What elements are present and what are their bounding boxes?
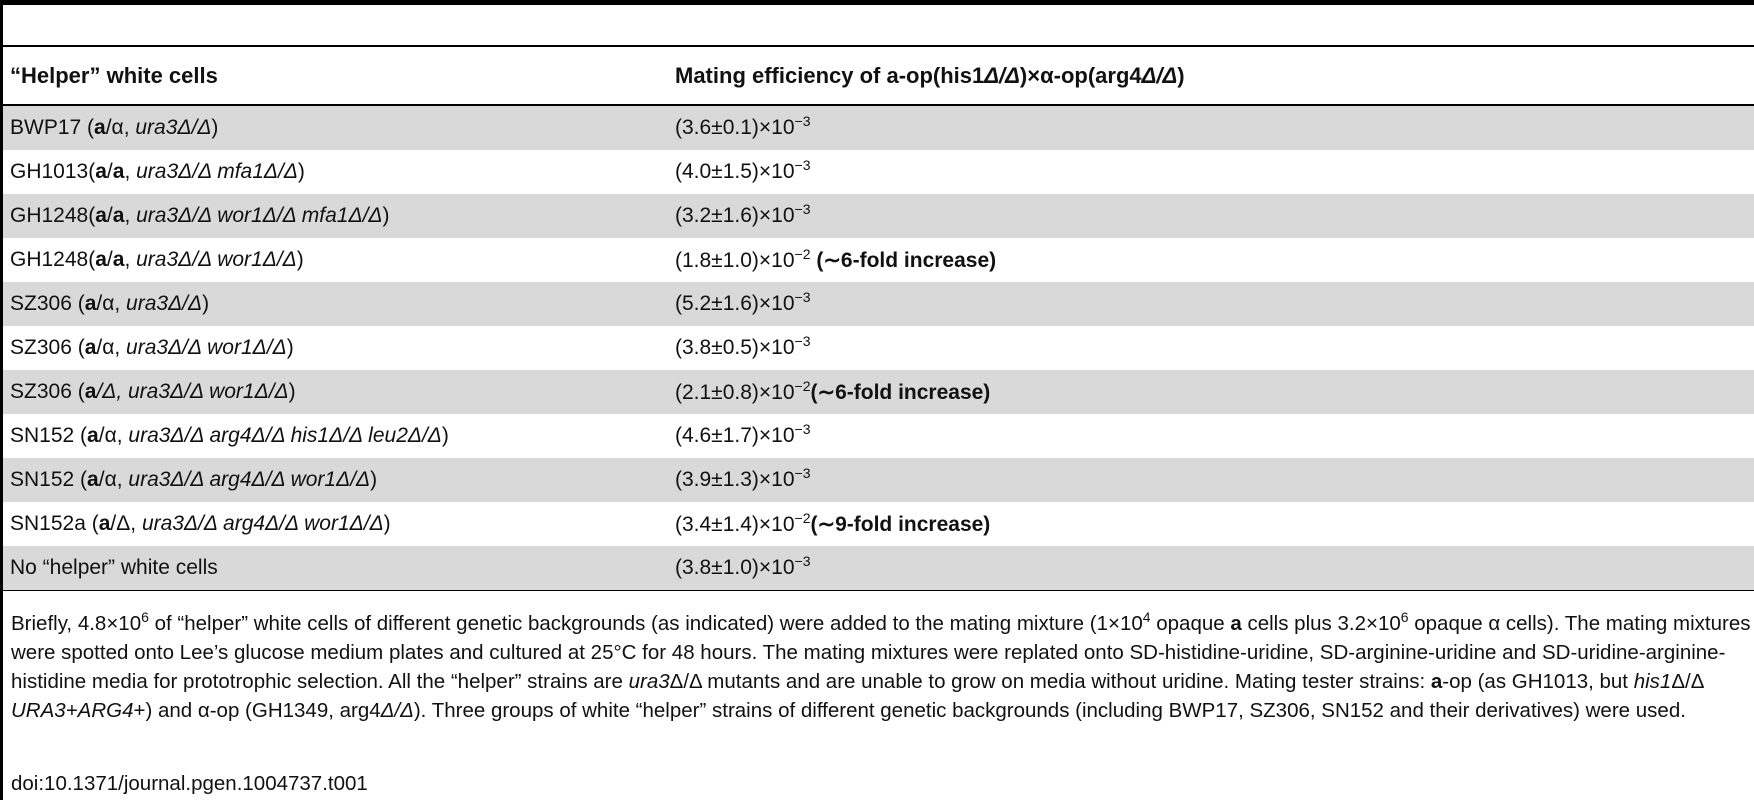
table-footnote: Briefly, 4.8×106 of “helper” white cells… <box>11 609 1751 722</box>
efficiency-cell: (3.8±1.0)×10−3 <box>671 546 1754 591</box>
table-row: SN152 (a/α, ura3Δ/Δ arg4Δ/Δ his1Δ/Δ leu2… <box>3 414 1754 458</box>
doi-line: doi:10.1371/journal.pgen.1004737.t001 <box>11 772 368 795</box>
strain-cell: SN152 (a/α, ura3Δ/Δ arg4Δ/Δ wor1Δ/Δ) <box>3 458 671 502</box>
efficiency-cell: (3.9±1.3)×10−3 <box>671 458 1754 502</box>
table-header-row: “Helper” white cells Mating efficiency o… <box>3 46 1754 106</box>
efficiency-cell: (4.0±1.5)×10−3 <box>675 157 811 183</box>
mating-efficiency-table: “Helper” white cells Mating efficiency o… <box>3 45 1754 591</box>
strain-cell: SN152 (a/α, ura3Δ/Δ arg4Δ/Δ his1Δ/Δ leu2… <box>10 424 449 447</box>
strain-cell: BWP17 (a/α, ura3Δ/Δ) <box>3 105 671 150</box>
strain-cell: SZ306 (a/Δ, ura3Δ/Δ wor1Δ/Δ) <box>3 370 671 414</box>
header-mating-efficiency: Mating efficiency of a-op(his1Δ/Δ)×α-op(… <box>671 46 1754 106</box>
efficiency-cell: (3.2±1.6)×10−3 <box>671 194 1754 238</box>
table-row: SZ306 (a/Δ, ura3Δ/Δ wor1Δ/Δ) (2.1±0.8)×1… <box>3 370 1754 414</box>
efficiency-cell: (2.1±0.8)×10−2(∼6-fold increase) <box>671 370 1754 414</box>
left-rule <box>0 0 3 800</box>
table-row: SN152 (a/α, ura3Δ/Δ arg4Δ/Δ wor1Δ/Δ) (3.… <box>3 458 1754 502</box>
table-row: SN152a (a/Δ, ura3Δ/Δ arg4Δ/Δ wor1Δ/Δ) (3… <box>3 502 1754 546</box>
table-row: SZ306 (a/α, ura3Δ/Δ wor1Δ/Δ) (3.8±0.5)×1… <box>3 326 1754 370</box>
efficiency-cell: (4.6±1.7)×10−3 <box>675 421 811 447</box>
strain-cell: GH1248(a/a, ura3Δ/Δ wor1Δ/Δ) <box>10 248 304 271</box>
table-row: SZ306 (a/α, ura3Δ/Δ) (5.2±1.6)×10−3 <box>3 282 1754 326</box>
top-rule <box>0 0 1754 5</box>
strain-cell: No “helper” white cells <box>3 546 671 591</box>
efficiency-cell: (3.6±0.1)×10−3 <box>671 105 1754 150</box>
efficiency-cell: (3.4±1.4)×10−2(∼9-fold increase) <box>675 509 991 536</box>
efficiency-cell: (1.8±1.0)×10−2 (∼6-fold increase) <box>675 245 997 272</box>
table-row: GH1248(a/a, ura3Δ/Δ wor1Δ/Δ) (1.8±1.0)×1… <box>3 238 1754 282</box>
strain-cell: GH1013(a/a, ura3Δ/Δ mfa1Δ/Δ) <box>10 160 305 183</box>
strain-cell: SZ306 (a/α, ura3Δ/Δ) <box>3 282 671 326</box>
efficiency-cell: (5.2±1.6)×10−3 <box>671 282 1754 326</box>
table-row: GH1013(a/a, ura3Δ/Δ mfa1Δ/Δ) (4.0±1.5)×1… <box>3 150 1754 194</box>
strain-cell: SZ306 (a/α, ura3Δ/Δ wor1Δ/Δ) <box>10 336 294 359</box>
header-helper-cells: “Helper” white cells <box>3 46 671 106</box>
strain-cell: GH1248(a/a, ura3Δ/Δ wor1Δ/Δ mfa1Δ/Δ) <box>3 194 671 238</box>
table-row: No “helper” white cells (3.8±1.0)×10−3 <box>3 546 1754 591</box>
strain-cell: SN152a (a/Δ, ura3Δ/Δ arg4Δ/Δ wor1Δ/Δ) <box>10 512 391 535</box>
table-row: GH1248(a/a, ura3Δ/Δ wor1Δ/Δ mfa1Δ/Δ) (3.… <box>3 194 1754 238</box>
efficiency-cell: (3.8±0.5)×10−3 <box>675 333 811 359</box>
table-row: BWP17 (a/α, ura3Δ/Δ) (3.6±0.1)×10−3 <box>3 105 1754 150</box>
